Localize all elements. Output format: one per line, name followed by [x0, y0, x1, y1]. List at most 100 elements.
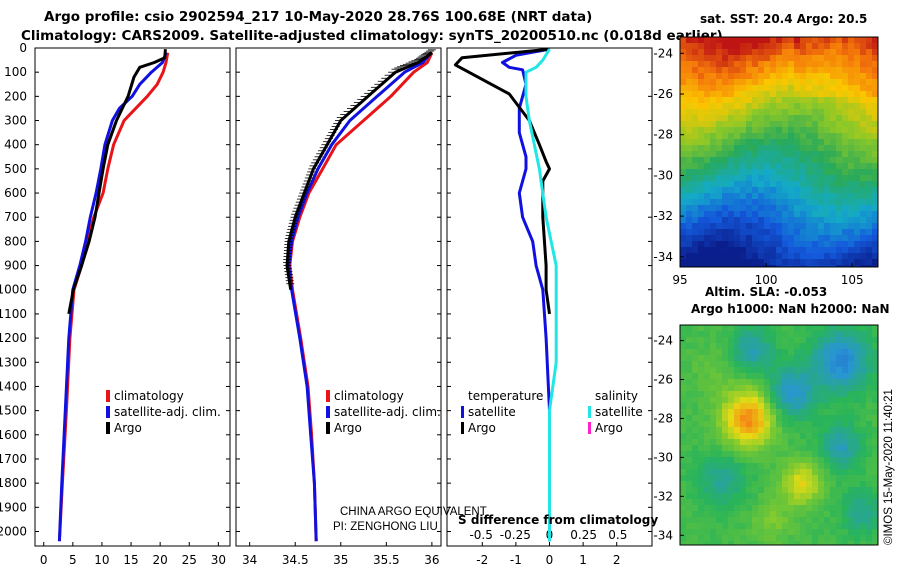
sla-cell	[692, 433, 699, 440]
sla-cell	[734, 517, 741, 524]
sst-cell	[704, 85, 711, 92]
sla-cell	[812, 481, 819, 488]
sla-cell	[812, 511, 819, 518]
sla-cell	[872, 529, 878, 536]
sla-cell	[782, 379, 789, 386]
sst-cell	[830, 247, 837, 254]
sst-cell	[854, 187, 861, 194]
sst-cell	[848, 241, 855, 248]
sla-cell	[776, 337, 783, 344]
sla-cell	[764, 469, 771, 476]
sst-cell	[692, 181, 699, 188]
sst-cell	[764, 55, 771, 62]
sla-cell	[698, 457, 705, 464]
sst-cell	[692, 199, 699, 206]
sst-cell	[686, 73, 693, 80]
sst-cell	[680, 199, 687, 206]
sla-cell	[686, 511, 693, 518]
sst-cell	[818, 121, 825, 128]
sla-cell	[800, 451, 807, 458]
sst-cell	[824, 223, 831, 230]
sst-cell	[860, 103, 867, 110]
sla-cell	[854, 505, 861, 512]
sla-cell	[752, 499, 759, 506]
sst-cell	[692, 217, 699, 224]
sla-cell	[836, 529, 843, 536]
sla-cell	[800, 421, 807, 428]
sst-cell	[710, 67, 717, 74]
sla-cell	[722, 517, 729, 524]
sst-cell	[842, 247, 849, 254]
sst-cell	[818, 43, 825, 50]
sst-cell	[734, 127, 741, 134]
sst-cell	[782, 253, 789, 260]
sst-cell	[794, 163, 801, 170]
sla-cell	[722, 445, 729, 452]
sla-cell	[704, 463, 711, 470]
sst-cell	[776, 199, 783, 206]
sla-cell	[812, 487, 819, 494]
sst-cell	[830, 211, 837, 218]
sst-cell	[776, 247, 783, 254]
sla-cell	[854, 487, 861, 494]
sst-cell	[758, 37, 765, 44]
sst-cell	[830, 235, 837, 242]
sla-cell	[764, 409, 771, 416]
sst-cell	[722, 175, 729, 182]
x-tick-label: 30	[211, 553, 226, 567]
sla-cell	[740, 337, 747, 344]
sla-cell	[878, 367, 885, 374]
sst-cell	[698, 181, 705, 188]
sst-cell	[686, 133, 693, 140]
sst-cell	[740, 217, 747, 224]
sla-cell	[800, 457, 807, 464]
sst-cell	[764, 229, 771, 236]
sla-cell	[824, 499, 831, 506]
sla-cell	[800, 361, 807, 368]
sst-cell	[788, 187, 795, 194]
sst-cell	[866, 247, 873, 254]
sst-cell	[770, 37, 777, 44]
legend-marker-sal-satellite	[588, 406, 591, 418]
sla-cell	[710, 415, 717, 422]
sla-cell	[770, 505, 777, 512]
sst-cell	[746, 205, 753, 212]
sla-cell	[854, 421, 861, 428]
sst-cell	[746, 175, 753, 182]
sla-cell	[788, 403, 795, 410]
sla-cell	[872, 421, 878, 428]
sst-cell	[824, 205, 831, 212]
sst-cell	[728, 211, 735, 218]
sla-cell	[770, 511, 777, 518]
sla-cell	[830, 403, 837, 410]
sst-cell	[872, 145, 878, 152]
sst-cell	[770, 55, 777, 62]
sst-cell	[770, 67, 777, 74]
legend-marker-climatology	[106, 390, 110, 402]
sla-cell	[734, 481, 741, 488]
sla-cell	[716, 427, 723, 434]
sst-cell	[866, 235, 873, 242]
sla-cell	[716, 421, 723, 428]
sla-cell	[830, 529, 837, 536]
sst-cell	[698, 157, 705, 164]
sst-cell	[758, 79, 765, 86]
sla-cell	[842, 451, 849, 458]
temperature-series	[57, 49, 170, 542]
sst-cell	[734, 163, 741, 170]
sst-cell	[692, 91, 699, 98]
sla-cell	[776, 421, 783, 428]
sst-cell	[860, 127, 867, 134]
sst-cell	[860, 181, 867, 188]
sst-cell	[746, 79, 753, 86]
sst-cell	[746, 235, 753, 242]
sla-cell	[872, 433, 878, 440]
sst-cell	[686, 55, 693, 62]
sla-cell	[692, 403, 699, 410]
sst-cell	[854, 37, 861, 44]
sst-cell	[776, 37, 783, 44]
sla-cell	[854, 457, 861, 464]
sst-cell	[728, 235, 735, 242]
sst-cell	[752, 265, 759, 267]
sst-cell	[686, 223, 693, 230]
